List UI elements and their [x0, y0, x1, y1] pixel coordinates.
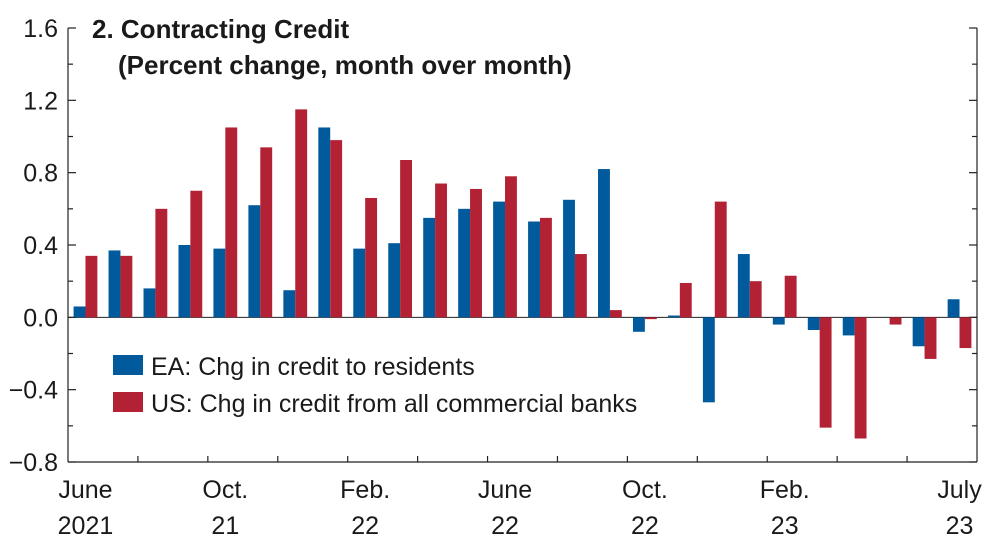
x-tick-label-month: Oct. [202, 476, 248, 504]
bar-us-2022-10 [644, 317, 657, 320]
bar-us-2023-01 [749, 281, 762, 318]
bar-ea-2022-10 [632, 317, 645, 332]
x-tick-label-year: 23 [946, 512, 974, 540]
y-tick-label: 1.2 [23, 87, 58, 115]
bar-ea-2021-09 [178, 245, 191, 318]
bar-us-2022-05 [470, 188, 482, 318]
x-tick-label-year: 22 [631, 512, 659, 540]
legend-label-ea: EA: Chg in credit to residents [151, 353, 475, 381]
bar-us-2022-06 [505, 176, 517, 318]
bar-ea-2023-07 [947, 299, 960, 318]
bar-us-2023-04 [854, 317, 867, 439]
bar-us-2022-08 [574, 254, 587, 318]
legend-label-us: US: Chg in credit from all commercial ba… [151, 390, 637, 418]
y-tick-label: 0.0 [23, 304, 58, 332]
chart-title: 2. Contracting Credit [92, 14, 349, 44]
legend-swatch-us [113, 392, 143, 412]
bar-ea-2021-07 [108, 250, 121, 318]
x-tick-label-year: 22 [351, 512, 379, 540]
x-tick-label-month: Oct. [622, 476, 668, 504]
bar-us-2023-03 [819, 317, 832, 428]
bar-us-2021-12 [295, 109, 308, 318]
y-tick-label: −0.4 [9, 377, 58, 405]
x-tick-label-year: 2021 [58, 512, 114, 540]
bar-ea-2023-02 [772, 317, 785, 325]
bar-ea-2022-04 [423, 217, 436, 318]
bar-us-2021-11 [260, 147, 273, 318]
y-tick-label: 0.8 [23, 160, 58, 188]
bar-ea-2022-01 [318, 127, 331, 318]
bar-us-2021-08 [155, 208, 168, 318]
bar-us-2023-07 [959, 317, 972, 349]
bar-ea-2021-11 [248, 205, 261, 318]
bar-us-2022-03 [400, 160, 413, 318]
x-tick-label-year: 22 [491, 512, 519, 540]
x-tick-label-year: 23 [771, 512, 799, 540]
bar-ea-2022-06 [493, 201, 506, 318]
bar-ea-2021-06 [73, 306, 86, 318]
x-tick-label-year: 21 [211, 512, 239, 540]
bar-ea-2022-09 [598, 169, 610, 318]
x-tick-label-month: Feb. [340, 476, 390, 504]
x-tick-label-month: July [937, 476, 982, 504]
legend-swatch-ea [113, 355, 143, 375]
bar-us-2022-01 [330, 140, 343, 318]
bar-ea-2022-05 [458, 208, 471, 318]
bar-us-2022-11 [679, 282, 692, 318]
bar-ea-2023-01 [737, 254, 750, 318]
bar-us-2022-07 [539, 217, 552, 318]
bar-us-2021-06 [85, 255, 98, 318]
y-tick-label: −0.8 [9, 449, 58, 477]
bar-ea-2022-07 [528, 221, 540, 318]
bars-layer [73, 109, 972, 439]
bar-us-2022-12 [714, 201, 727, 318]
bar-ea-2023-04 [842, 317, 855, 336]
bar-ea-2021-12 [283, 290, 296, 318]
bar-ea-2022-03 [388, 243, 401, 318]
bar-ea-2022-08 [563, 199, 575, 318]
bar-us-2022-02 [365, 197, 378, 318]
axis-layer: 1.61.20.80.40.0−0.4−0.8June2021Oct.21Feb… [9, 15, 983, 540]
bar-ea-2022-02 [353, 248, 366, 318]
bar-ea-2021-10 [213, 248, 226, 318]
x-tick-label-month: June [58, 476, 112, 504]
y-tick-label: 0.4 [23, 232, 58, 260]
bar-ea-2021-08 [143, 288, 156, 318]
bar-us-2022-04 [435, 183, 447, 318]
bar-ea-2022-12 [702, 317, 715, 403]
y-tick-label: 1.6 [23, 15, 58, 43]
bar-ea-2023-06 [912, 317, 925, 347]
bar-us-2021-09 [190, 190, 203, 318]
bar-ea-2023-03 [807, 317, 820, 330]
bar-us-2021-10 [225, 127, 238, 318]
bar-us-2022-09 [609, 310, 622, 318]
x-tick-label-month: Feb. [760, 476, 810, 504]
bar-us-2023-06 [924, 317, 937, 359]
chart-subtitle: (Percent change, month over month) [118, 50, 572, 80]
bar-us-2021-07 [120, 255, 133, 318]
bar-ea-2022-11 [667, 315, 680, 318]
legend: EA: Chg in credit to residents US: Chg i… [113, 353, 637, 418]
x-tick-label-month: June [478, 476, 532, 504]
bar-us-2023-05 [889, 317, 902, 325]
bar-us-2023-02 [784, 275, 797, 318]
